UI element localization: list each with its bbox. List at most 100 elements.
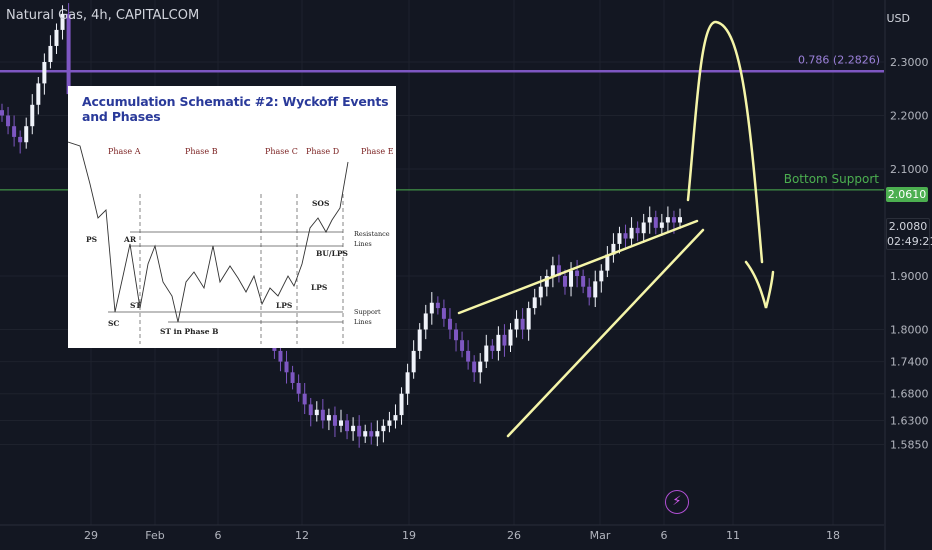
candle-body	[647, 217, 652, 223]
candle-body	[526, 308, 531, 330]
candle-body	[363, 431, 368, 437]
x-tick-label: Feb	[145, 529, 164, 542]
candle-body	[611, 243, 616, 255]
candle-body	[429, 302, 434, 314]
schematic-event-label: SOS	[312, 199, 329, 208]
schematic-phase-label: Phase B	[185, 147, 218, 156]
candle-body	[544, 276, 549, 287]
candle-body	[435, 302, 440, 309]
candle-body	[296, 383, 301, 394]
candle-body	[393, 415, 398, 421]
candle-body	[6, 115, 11, 127]
candle-body	[66, 13, 71, 95]
x-tick-label: 6	[661, 529, 668, 542]
y-tick-label: 2.3000	[890, 56, 929, 69]
y-tick-label: 1.7400	[890, 356, 929, 369]
y-tick-label: 1.6300	[890, 414, 929, 427]
schematic-event-label: LPS	[311, 283, 327, 292]
candle-body	[326, 415, 331, 421]
schematic-event-label: PS	[86, 235, 97, 244]
x-tick-label: Mar	[590, 529, 611, 542]
candle-body	[441, 308, 446, 319]
candle-body	[345, 420, 350, 432]
candle-body	[678, 217, 682, 223]
symbol-title: Natural Gas, 4h, CAPITALCOM	[6, 8, 200, 23]
candle-body	[302, 393, 307, 405]
candle-body	[550, 265, 555, 276]
candle-body	[387, 420, 392, 426]
candle-body	[339, 420, 343, 426]
projection-arrow-path	[686, 20, 764, 264]
support-price-tag: 2.0610	[886, 187, 928, 202]
candle-body	[284, 361, 289, 373]
x-tick-label: 29	[84, 529, 98, 542]
schematic-event-label: BU/LPS	[316, 249, 348, 258]
candle-body	[472, 361, 477, 373]
candle-body	[490, 345, 495, 351]
candle-body	[671, 217, 676, 223]
flash-icon[interactable]: ⚡	[665, 490, 689, 514]
bottom-support-label: Bottom Support	[784, 172, 880, 186]
wyckoff-schematic-image: Accumulation Schematic #2: Wyckoff Event…	[67, 86, 396, 348]
candle-body	[635, 227, 640, 234]
candle-body	[466, 350, 471, 362]
candle-body	[351, 425, 356, 432]
schematic-event-label: AR	[123, 235, 137, 244]
candle-body	[60, 13, 65, 30]
candle-body	[399, 393, 404, 416]
last-price-value: 2.0080	[888, 220, 928, 233]
candle-body	[629, 227, 634, 239]
candle-body	[514, 318, 519, 330]
y-tick-label: 1.9000	[890, 270, 929, 283]
candle-body	[18, 136, 23, 143]
schematic-event-label: LPS	[276, 301, 292, 310]
candle-body	[290, 372, 295, 383]
candle-body	[48, 45, 53, 62]
candle-body	[12, 126, 17, 137]
y-tick-label: 1.5850	[890, 439, 929, 452]
candle-body	[508, 329, 513, 346]
y-tick-label: 2.1000	[890, 163, 929, 176]
candle-body	[581, 276, 586, 287]
candle-body	[587, 286, 592, 298]
candle-body	[478, 361, 483, 373]
candle-body	[375, 431, 380, 437]
candle-body	[605, 254, 610, 271]
schematic-title: Accumulation Schematic #2: Wyckoff Event…	[82, 94, 389, 124]
x-tick-label: 19	[402, 529, 416, 542]
candle-body	[484, 345, 489, 362]
candle-body	[320, 409, 325, 421]
x-tick-label: 11	[726, 529, 740, 542]
candle-body	[665, 217, 670, 223]
candle-body	[314, 409, 319, 416]
x-tick-label: 12	[295, 529, 309, 542]
currency-label[interactable]: USD	[886, 12, 910, 25]
candle-body	[659, 222, 664, 228]
candle-body	[538, 286, 543, 298]
x-tick-label: 18	[826, 529, 840, 542]
schematic-price-path	[67, 141, 349, 323]
support-price-value: 2.0610	[887, 188, 927, 201]
wedge-lower-line	[506, 228, 705, 438]
candle-body	[502, 334, 507, 346]
candle-body	[42, 62, 47, 84]
candle-body	[617, 233, 622, 244]
last-price-tag: 2.0080 02:49:21	[886, 218, 932, 250]
candle-body	[381, 425, 386, 432]
support-lines-label: Lines	[354, 318, 372, 326]
candle-body	[569, 270, 574, 287]
candle-body	[496, 334, 501, 351]
candle-body	[556, 265, 561, 276]
wedge-upper-line	[457, 219, 699, 315]
schematic-phase-label: Phase E	[361, 147, 394, 156]
x-tick-label: 26	[507, 529, 521, 542]
candle-body	[54, 29, 59, 46]
candle-body	[369, 431, 374, 437]
candle-body	[30, 104, 35, 127]
candle-body	[36, 83, 41, 105]
candle-body	[454, 329, 459, 341]
schematic-phase-label: Phase A	[108, 147, 141, 156]
candle-body	[24, 126, 29, 143]
candle-body	[562, 276, 567, 287]
projection-arrow-head	[744, 260, 775, 309]
